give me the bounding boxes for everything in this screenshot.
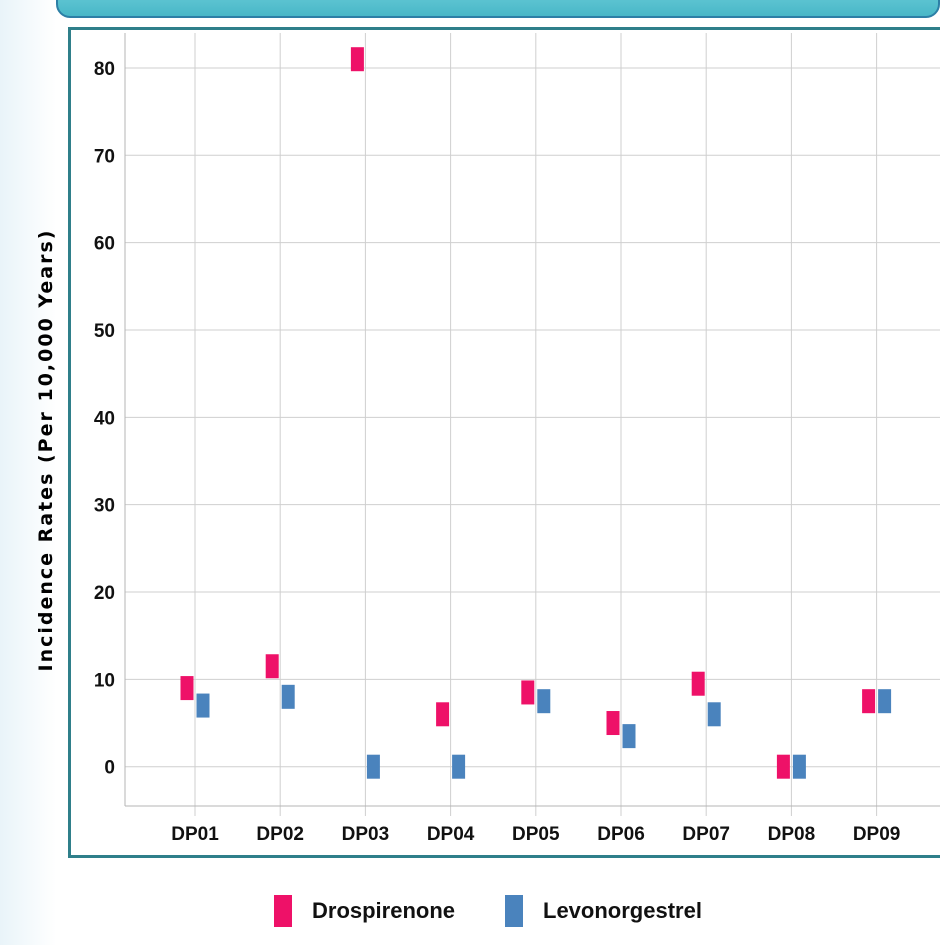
chart-svg: 0 10 20 30 40 50 60 70 80 DP01 DP02 DP03 DP04 DP05 DP0… xyxy=(0,0,940,880)
marker-drospirenone-dp04 xyxy=(436,702,449,726)
x-tick-label: DP01 xyxy=(171,824,219,845)
marker-drospirenone-dp06 xyxy=(607,711,620,735)
marker-levonorgestrel-dp06 xyxy=(623,724,636,748)
y-tick-label: 70 xyxy=(94,146,115,167)
marker-levonorgestrel-dp04 xyxy=(452,755,465,779)
marker-drospirenone-dp07 xyxy=(692,672,705,696)
legend: Drospirenone Levonorgestrel xyxy=(0,895,940,945)
x-tick-label: DP03 xyxy=(342,824,390,845)
legend-swatch-drospirenone xyxy=(274,895,292,927)
marker-levonorgestrel-dp02 xyxy=(282,685,295,709)
marker-drospirenone-dp01 xyxy=(181,676,194,700)
legend-item-levonorgestrel: Levonorgestrel xyxy=(505,895,702,927)
x-tick-label: DP04 xyxy=(427,824,475,845)
marker-drospirenone-dp08 xyxy=(777,755,790,779)
x-tick-label: DP07 xyxy=(682,824,730,845)
legend-item-drospirenone: Drospirenone xyxy=(274,895,455,927)
marker-drospirenone-dp03 xyxy=(351,47,364,71)
y-tick-label: 20 xyxy=(94,583,115,604)
marker-drospirenone-dp09 xyxy=(862,689,875,713)
marker-drospirenone-dp02 xyxy=(266,654,279,678)
x-tick-label: DP02 xyxy=(256,824,304,845)
marker-levonorgestrel-dp09 xyxy=(878,689,891,713)
legend-label-drospirenone: Drospirenone xyxy=(312,898,455,924)
y-tick-label: 0 xyxy=(104,758,115,779)
y-tick-label: 30 xyxy=(94,496,115,517)
y-tick-label: 50 xyxy=(94,321,115,342)
x-tick-label: DP09 xyxy=(853,824,901,845)
x-tick-label: DP05 xyxy=(512,824,560,845)
y-tick-label: 40 xyxy=(94,408,115,429)
marker-drospirenone-dp05 xyxy=(521,680,534,704)
marker-levonorgestrel-dp08 xyxy=(793,755,806,779)
y-tick-label: 80 xyxy=(94,59,115,80)
marker-levonorgestrel-dp07 xyxy=(708,702,721,726)
x-tick-label: DP06 xyxy=(597,824,645,845)
legend-swatch-levonorgestrel xyxy=(505,895,523,927)
legend-label-levonorgestrel: Levonorgestrel xyxy=(543,898,702,924)
marker-levonorgestrel-dp01 xyxy=(197,694,210,718)
x-tick-label: DP08 xyxy=(768,824,816,845)
y-tick-label: 60 xyxy=(94,234,115,255)
y-tick-label: 10 xyxy=(94,670,115,691)
marker-levonorgestrel-dp05 xyxy=(537,689,550,713)
marker-levonorgestrel-dp03 xyxy=(367,755,380,779)
